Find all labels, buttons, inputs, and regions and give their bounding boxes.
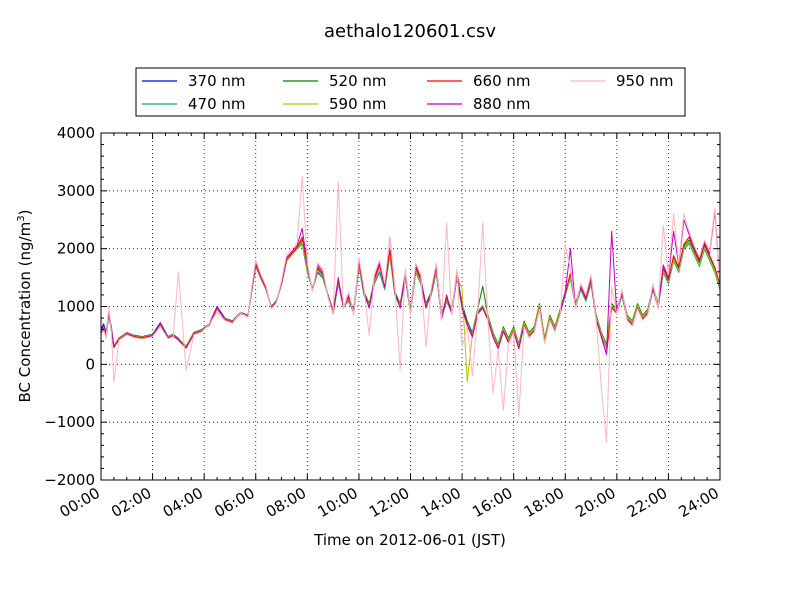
x-axis-label: Time on 2012-06-01 (JST) bbox=[313, 531, 506, 549]
legend-label: 370 nm bbox=[188, 72, 246, 90]
y-tick-label: 0 bbox=[85, 355, 95, 373]
legend: 370 nm 470 nm 520 nm 590 nm 660 nm 880 nm 950 … bbox=[135, 67, 686, 117]
legend-label: 880 nm bbox=[473, 95, 531, 113]
chart-title: aethalo120601.csv bbox=[324, 21, 496, 42]
legend-entry: 370 nm bbox=[142, 72, 246, 90]
legend-label: 950 nm bbox=[616, 72, 674, 90]
legend-label: 590 nm bbox=[329, 95, 387, 113]
y-axis-label-end: ) bbox=[16, 210, 34, 216]
legend-entry: 520 nm bbox=[283, 72, 387, 90]
y-tick-label: 1000 bbox=[57, 298, 95, 316]
legend-entry: 950 nm bbox=[570, 72, 674, 90]
legend-label: 520 nm bbox=[329, 72, 387, 90]
y-axis-label-main: BC Concentration (ng/m bbox=[16, 222, 34, 403]
y-tick-label: 4000 bbox=[57, 124, 95, 142]
legend-entry: 660 nm bbox=[427, 72, 531, 90]
axis-ticks bbox=[100, 132, 721, 481]
legend-label: 660 nm bbox=[473, 72, 531, 90]
legend-label: 470 nm bbox=[188, 95, 246, 113]
y-tick-label: −2000 bbox=[44, 471, 95, 489]
legend-entry: 880 nm bbox=[427, 95, 531, 113]
series-line-950-nm bbox=[101, 175, 720, 443]
y-axis-label-sup: 3 bbox=[16, 215, 27, 221]
legend-entry: 590 nm bbox=[283, 95, 387, 113]
series-lines bbox=[101, 175, 720, 443]
y-tick-label: −1000 bbox=[44, 413, 95, 431]
legend-box bbox=[135, 67, 686, 117]
y-axis-label: BC Concentration (ng/m3) bbox=[16, 210, 34, 403]
y-tick-label: 3000 bbox=[57, 182, 95, 200]
y-tick-label: 2000 bbox=[57, 240, 95, 258]
legend-entry: 470 nm bbox=[142, 95, 246, 113]
y-tick-labels: −2000 −1000 0 1000 2000 3000 4000 bbox=[44, 124, 95, 489]
